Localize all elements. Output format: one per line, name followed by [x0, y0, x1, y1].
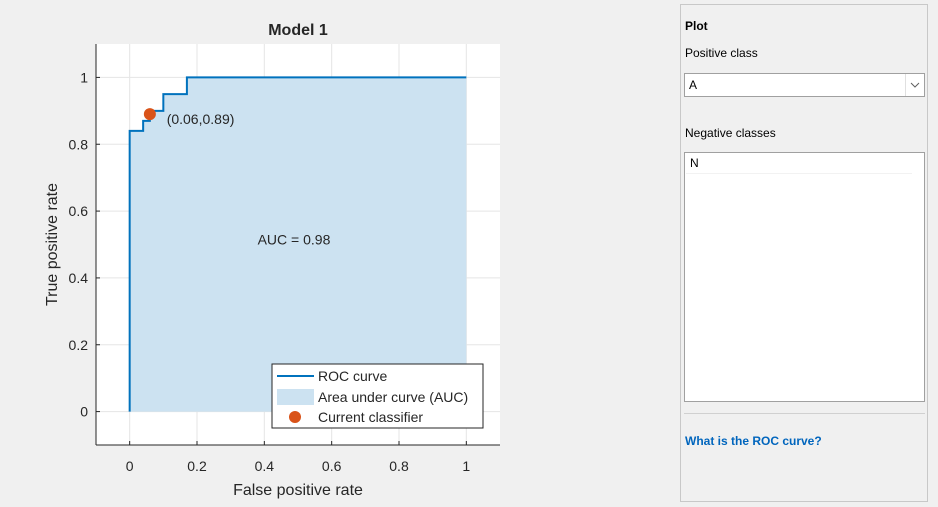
- y-tick-label: 0: [80, 404, 88, 420]
- current-classifier-point: [143, 108, 156, 121]
- x-tick-label: 0.2: [187, 458, 207, 474]
- chart-legend: ROC curve Area under curve (AUC) Current c…: [271, 363, 484, 429]
- panel-title: Plot: [685, 19, 708, 33]
- positive-class-dropdown[interactable]: A: [684, 73, 925, 97]
- roc-chart: 0 0.2 0.4 0.6 0.8 1 0 0.2 0.4 0.6 0.8 1 (0.06,0.89) A…: [44, 22, 500, 499]
- legend-auc-swatch: [277, 389, 314, 405]
- legend-entry-label: Current classifier: [318, 409, 423, 425]
- positive-class-value: A: [689, 78, 698, 92]
- x-tick-label: 0: [126, 458, 134, 474]
- y-tick-label: 0.8: [69, 136, 89, 152]
- y-tick-label: 1: [80, 69, 88, 85]
- x-axis-label: False positive rate: [233, 482, 363, 499]
- positive-class-label: Positive class: [685, 46, 758, 60]
- chevron-down-icon[interactable]: [905, 74, 924, 96]
- plot-options-panel: Plot Positive class A Negative classes N…: [680, 4, 928, 502]
- x-tick-label: 0.4: [255, 458, 275, 474]
- divider: [684, 413, 925, 414]
- list-item[interactable]: N: [686, 154, 912, 174]
- y-tick-label: 0.6: [69, 203, 89, 219]
- legend-entry-label: ROC curve: [318, 368, 387, 384]
- y-axis-label: True positive rate: [44, 183, 61, 306]
- auc-area: [129, 77, 467, 412]
- roc-plot: 0 0.2 0.4 0.6 0.8 1 0 0.2 0.4 0.6 0.8 1 (0.06,0.89) A…: [44, 22, 500, 499]
- roc-help-link[interactable]: What is the ROC curve?: [685, 434, 822, 448]
- y-tick-label: 0.4: [69, 270, 89, 286]
- x-tick-label: 0.6: [322, 458, 342, 474]
- x-tick-label: 1: [462, 458, 470, 474]
- x-tick-label: 0.8: [389, 458, 409, 474]
- auc-label: AUC = 0.98: [258, 232, 331, 248]
- negative-classes-label: Negative classes: [685, 126, 776, 140]
- legend-classifier-swatch: [289, 411, 301, 423]
- classifier-point-label: (0.06,0.89): [167, 111, 235, 127]
- negative-classes-list[interactable]: N: [684, 152, 925, 402]
- chart-title: Model 1: [268, 22, 328, 39]
- y-tick-label: 0.2: [69, 337, 89, 353]
- legend-entry-label: Area under curve (AUC): [318, 389, 468, 405]
